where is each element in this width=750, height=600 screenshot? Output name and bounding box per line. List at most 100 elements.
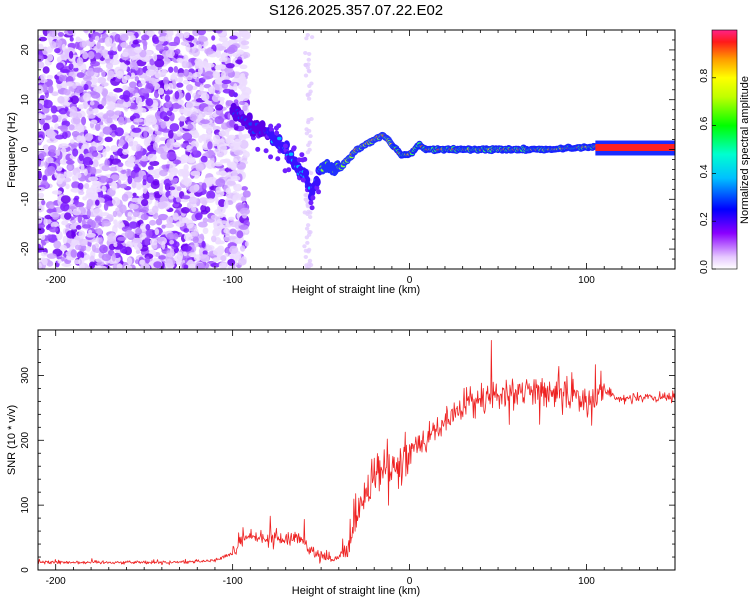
- spectrogram-speckle-dot: [218, 57, 228, 63]
- spectrogram-speckle-dot: [39, 95, 45, 100]
- spectrogram-speckle-dot: [94, 199, 100, 206]
- spectrogram-ridge-scatter: [276, 123, 282, 129]
- spectrogram-xtick-label: -100: [223, 275, 243, 286]
- spectrogram-speckle-dot: [146, 62, 157, 72]
- spectrogram-speckle-dot: [127, 175, 133, 185]
- spectrogram-speckle-dot: [41, 199, 46, 206]
- spectrogram-speckle-dot: [157, 202, 166, 210]
- spectrogram-ridge-scatter: [310, 195, 316, 201]
- spectrogram-speckle-dot: [49, 204, 55, 209]
- spectrogram-speckle-dot: [201, 182, 207, 191]
- spectrogram-ytick-label: -10: [20, 192, 31, 207]
- spectrogram-speckle-dot: [99, 237, 104, 246]
- spectrogram-speckle-dot: [57, 173, 66, 182]
- spectrogram-speckle-dot: [99, 131, 105, 138]
- spectrogram-speckle-dot: [81, 116, 87, 126]
- spectrogram-speckle-dot: [185, 92, 192, 101]
- spectrogram-speckle-dot: [139, 155, 150, 162]
- spectrogram-speckle-dot: [145, 50, 153, 57]
- spectrogram-speckle-dot: [70, 117, 82, 125]
- spectrogram-speckle-dot: [145, 256, 150, 264]
- spectrogram-speckle-dot: [242, 190, 251, 198]
- spectrogram-speckle-dot: [165, 258, 174, 268]
- spectrogram-speckle-dot: [89, 166, 97, 175]
- spectrogram-speckle-dot: [154, 124, 159, 132]
- spectrogram-speckle-dot: [81, 224, 92, 229]
- spectrogram-speckle-dot: [188, 196, 198, 205]
- spectrogram-speckle-dot: [130, 72, 136, 78]
- spectrogram-speckle-dot: [197, 221, 208, 228]
- snr-ytick-label: 0: [20, 567, 31, 573]
- spectrogram-speckle-dot: [132, 140, 139, 147]
- snr-xtick-label: 100: [578, 576, 595, 587]
- snr-ylabel: SNR (10 * v/v): [6, 405, 18, 475]
- spectrogram-speckle-dot: [169, 123, 180, 132]
- spectrogram-speckle-dot: [48, 85, 54, 94]
- spectrogram-speckle-dot: [56, 115, 62, 123]
- spectrogram-speckle-dot: [183, 264, 189, 269]
- spectrogram-speckle-dot: [190, 58, 196, 66]
- spectrogram-speckle-dot: [58, 107, 68, 115]
- spectrogram-speckle-dot: [226, 180, 236, 186]
- spectrogram-speckle-dot: [177, 30, 182, 37]
- spectrogram-speckle-dot: [217, 144, 228, 152]
- spectrogram-speckle-dot: [168, 130, 174, 139]
- spectrogram-speckle-dot: [95, 123, 101, 131]
- spectrogram-speckle-dot: [76, 135, 82, 142]
- snr-ytick-label: 100: [20, 496, 31, 513]
- spectrogram-speckle-dot: [166, 216, 174, 225]
- spectrogram-speckle-dot: [92, 67, 103, 73]
- spectrogram-speckle-dot: [81, 63, 87, 71]
- spectrogram-speckle-dot: [185, 42, 191, 52]
- spectrogram-speckle-dot: [165, 100, 173, 108]
- spectrogram-speckle-dot: [141, 160, 147, 168]
- spectrogram-speckle-dot: [76, 57, 84, 67]
- spectrogram-speckle-dot: [54, 123, 59, 131]
- spectrogram-speckle-dot: [94, 52, 102, 60]
- spectrogram-speckle-dot: [134, 64, 139, 71]
- spectrogram-speckle-dot: [157, 87, 165, 96]
- spectrogram-speckle-dot: [46, 165, 56, 175]
- spectrogram-speckle-dot: [309, 35, 315, 40]
- spectrogram-speckle-dot: [38, 103, 44, 111]
- spectrogram-speckle-dot: [153, 102, 159, 108]
- spectrogram-speckle-dot: [112, 181, 117, 188]
- spectrogram-speckle-dot: [104, 136, 113, 143]
- spectrogram-ridge-blob: [259, 120, 266, 130]
- spectrogram-speckle-dot: [218, 262, 227, 269]
- spectrogram-speckle-dot: [175, 259, 182, 266]
- spectrogram-speckle-dot: [70, 187, 81, 193]
- spectrogram-speckle-dot: [112, 210, 118, 218]
- spectrogram-speckle-dot: [187, 263, 197, 269]
- spectrogram-speckle-dot: [133, 46, 143, 54]
- spectrogram-ridge-scatter: [268, 154, 274, 160]
- spectrogram-speckle-dot: [174, 48, 181, 55]
- spectrogram-speckle-dot: [229, 245, 239, 254]
- spectrogram-speckle-dot: [145, 229, 153, 239]
- spectrogram-speckle-dot: [51, 91, 59, 97]
- spectrogram-speckle-dot: [212, 134, 221, 143]
- spectrogram-speckle-dot: [239, 245, 246, 252]
- spectrogram-speckle-dot: [107, 97, 116, 103]
- spectrogram-ridge-scatter: [286, 167, 292, 173]
- spectrogram-speckle-dot: [92, 108, 99, 114]
- spectrogram-speckle-dot: [213, 221, 218, 227]
- spectrogram-speckle-dot: [225, 138, 232, 144]
- spectrogram-speckle-dot: [100, 70, 106, 78]
- colorbar-label: Normalized spectral amplitude: [739, 76, 750, 224]
- spectrogram-speckle-dot: [182, 107, 193, 117]
- spectrogram-xlabel: Height of straight line (km): [292, 284, 420, 296]
- spectrogram-speckle-dot: [165, 33, 173, 42]
- spectrogram-speckle-dot: [76, 251, 84, 259]
- spectrogram-speckle-dot: [172, 212, 179, 221]
- spectrogram-speckle-dot: [40, 73, 46, 80]
- spectrogram-ridge-scatter: [274, 130, 280, 136]
- spectrogram-speckle-dot: [87, 114, 96, 119]
- spectrogram-speckle-dot: [74, 41, 80, 50]
- snr-plot-area: [38, 330, 675, 570]
- spectrogram-speckle-dot: [137, 82, 143, 88]
- spectrogram-speckle-dot: [152, 173, 160, 179]
- spectrogram-speckle-dot: [306, 264, 312, 269]
